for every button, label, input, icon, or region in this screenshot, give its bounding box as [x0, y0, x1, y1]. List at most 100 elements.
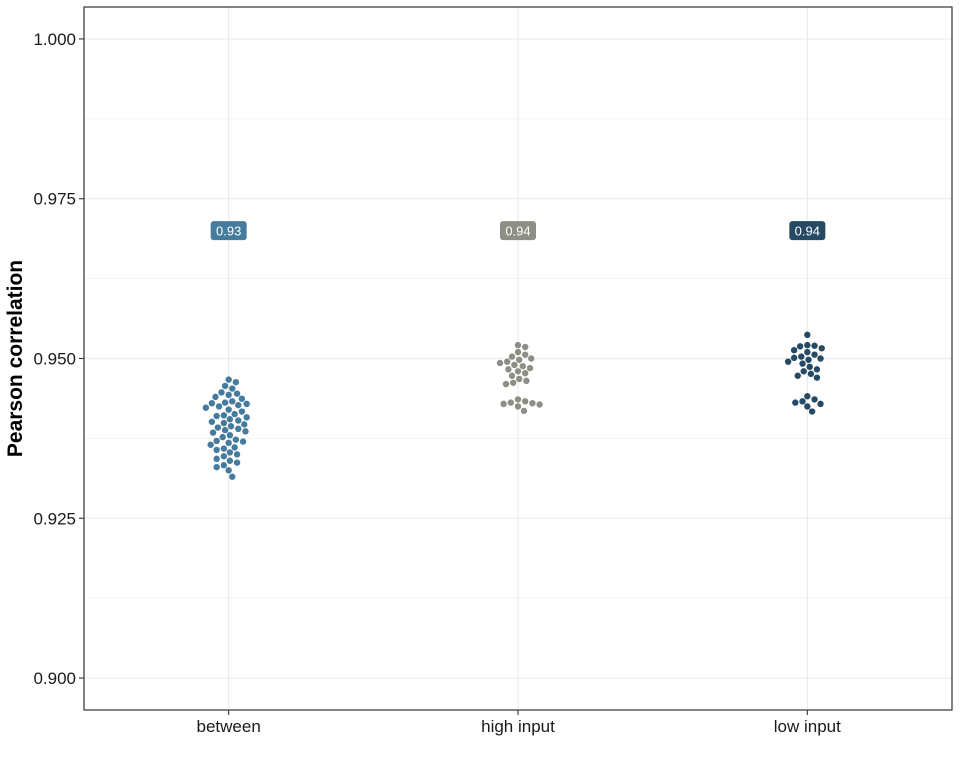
data-point — [225, 406, 232, 413]
data-point — [510, 379, 517, 386]
data-point — [516, 356, 523, 363]
data-point — [514, 396, 522, 403]
y-tick-label: 0.975 — [33, 190, 76, 209]
data-point — [804, 341, 811, 349]
data-point — [238, 408, 246, 415]
data-point — [792, 399, 799, 406]
data-point — [799, 360, 806, 367]
data-point — [528, 355, 535, 362]
data-point — [514, 403, 522, 410]
data-point — [529, 400, 536, 407]
data-point — [796, 343, 804, 350]
data-point — [813, 374, 821, 381]
summary-label: 0.93 — [216, 223, 241, 238]
y-tick-label: 0.925 — [33, 509, 76, 528]
data-point — [505, 366, 512, 373]
data-point — [218, 389, 225, 396]
data-point — [235, 417, 242, 424]
summary-label-badge — [210, 221, 247, 241]
data-point — [522, 398, 529, 405]
data-point — [233, 390, 241, 397]
data-point — [213, 463, 220, 471]
data-point — [231, 444, 238, 451]
data-point — [242, 428, 249, 435]
data-point — [526, 364, 534, 372]
data-point — [220, 419, 228, 427]
data-point — [514, 341, 522, 349]
data-point — [808, 408, 816, 415]
data-point — [229, 473, 236, 480]
data-point — [811, 396, 818, 403]
data-point — [804, 348, 811, 356]
y-tick-label: 0.950 — [33, 350, 76, 369]
data-point — [798, 353, 805, 360]
x-tick-label: high input — [481, 717, 555, 736]
data-point — [520, 407, 528, 415]
x-tick-label: low input — [774, 717, 841, 736]
data-point — [208, 400, 216, 407]
data-point — [522, 370, 529, 377]
summary-label-badge — [789, 221, 826, 241]
data-point — [804, 331, 811, 339]
data-point — [804, 403, 811, 410]
data-point — [221, 426, 229, 434]
data-point — [813, 366, 821, 373]
data-point — [207, 441, 214, 448]
data-point — [233, 451, 241, 458]
data-point — [229, 385, 236, 392]
y-axis-title: Pearson correlation — [4, 260, 27, 457]
data-point — [225, 391, 232, 399]
data-point — [219, 433, 226, 441]
data-point — [225, 376, 232, 383]
summary-labels: 0.93 0.94 0.94 — [210, 221, 826, 241]
data-point — [804, 393, 811, 400]
data-point — [790, 346, 798, 354]
data-point — [232, 436, 240, 443]
data-point — [536, 401, 543, 408]
data-point — [213, 437, 220, 445]
data-point — [790, 354, 798, 362]
data-point — [807, 370, 815, 378]
data-point — [507, 399, 514, 406]
data-point — [811, 342, 818, 349]
data-point — [225, 439, 232, 447]
y-tick-label: 0.900 — [33, 669, 76, 688]
data-point — [241, 421, 248, 428]
data-point — [502, 380, 510, 388]
data-point — [496, 359, 504, 367]
summary-label-badge — [500, 221, 536, 241]
data-point — [243, 400, 250, 408]
data-point — [214, 424, 222, 431]
data-point — [522, 351, 529, 358]
data-point — [202, 404, 210, 411]
data-point — [221, 399, 229, 406]
data-point — [233, 459, 241, 466]
data-point — [215, 403, 223, 410]
data-point — [231, 410, 238, 418]
data-point — [239, 438, 247, 445]
data-point — [226, 416, 234, 423]
major-gridlines — [84, 7, 952, 710]
data-point — [522, 343, 529, 351]
data-point — [519, 362, 526, 370]
data-point — [220, 445, 228, 452]
data-point — [800, 368, 807, 375]
data-point — [508, 353, 516, 360]
data-point — [227, 423, 235, 430]
data-point — [794, 372, 801, 379]
data-point — [516, 375, 523, 383]
x-axis: between high input low input — [197, 710, 841, 736]
data-point — [243, 414, 250, 421]
data-point — [818, 345, 825, 352]
y-axis: 0.900 0.925 0.950 0.975 1.000 — [33, 30, 84, 688]
data-point — [523, 377, 530, 385]
x-tick-label: between — [197, 717, 261, 736]
data-point — [805, 356, 812, 363]
data-point — [514, 348, 522, 356]
data-point — [817, 400, 824, 408]
data-point — [226, 457, 234, 464]
summary-label: 0.94 — [505, 223, 530, 238]
data-point — [806, 363, 813, 371]
